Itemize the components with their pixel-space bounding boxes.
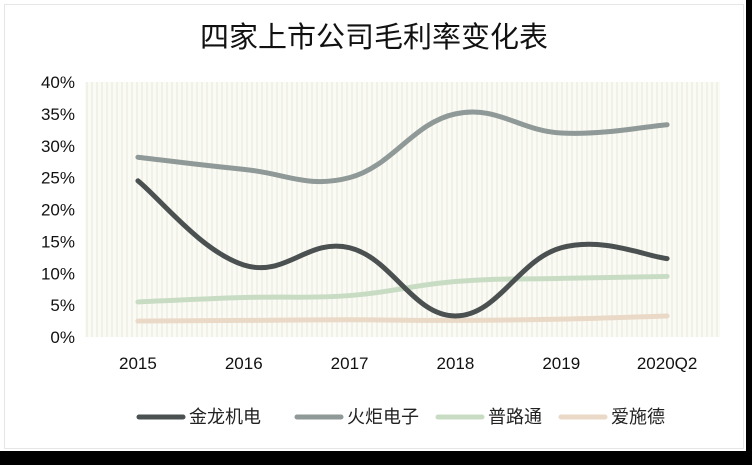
- y-tick-label: 5%: [50, 296, 75, 315]
- chart-card: 四家上市公司毛利率变化表 0% 5% 10% 15% 20% 25% 30% 35% 40% 2…: [4, 4, 744, 449]
- y-tick-label: 40%: [41, 73, 75, 92]
- x-tick-label: 2017: [331, 354, 369, 373]
- legend-item: 金龙机电: [136, 407, 261, 428]
- y-tick-label: 10%: [41, 264, 75, 283]
- series-lines: [135, 109, 670, 324]
- legend-label: 爱施德: [611, 407, 665, 428]
- y-tick-label: 0%: [50, 328, 75, 347]
- y-tick-label: 25%: [41, 169, 75, 188]
- legend-item: 普路通: [435, 407, 542, 428]
- line-chart: 四家上市公司毛利率变化表 0% 5% 10% 15% 20% 25% 30% 35% 40% 2…: [41, 20, 720, 428]
- y-tick-label: 30%: [41, 137, 75, 156]
- series-line-1: [135, 178, 670, 319]
- legend-item: 爱施德: [558, 407, 665, 428]
- legend: 金龙机电 火炬电子 普路通 爱施德: [136, 407, 665, 428]
- y-tick-label: 20%: [41, 201, 75, 220]
- legend-label: 普路通: [488, 407, 542, 428]
- y-axis-ticks: 0% 5% 10% 15% 20% 25% 30% 35% 40%: [41, 73, 75, 347]
- series-line-4: [135, 313, 670, 324]
- legend-label: 金龙机电: [189, 407, 261, 428]
- chart-title: 四家上市公司毛利率变化表: [200, 20, 548, 54]
- x-tick-label: 2020Q2: [637, 354, 698, 373]
- x-tick-label: 2019: [542, 354, 580, 373]
- x-tick-label: 2016: [225, 354, 263, 373]
- legend-item: 火炬电子: [294, 407, 419, 428]
- x-tick-label: 2018: [437, 354, 475, 373]
- x-tick-label: 2015: [119, 354, 157, 373]
- y-tick-label: 35%: [41, 105, 75, 124]
- series-line-2: [135, 109, 670, 185]
- legend-label: 火炬电子: [347, 407, 419, 428]
- x-axis-ticks: 2015 2016 2017 2018 2019 2020Q2: [119, 354, 697, 373]
- y-tick-label: 15%: [41, 232, 75, 251]
